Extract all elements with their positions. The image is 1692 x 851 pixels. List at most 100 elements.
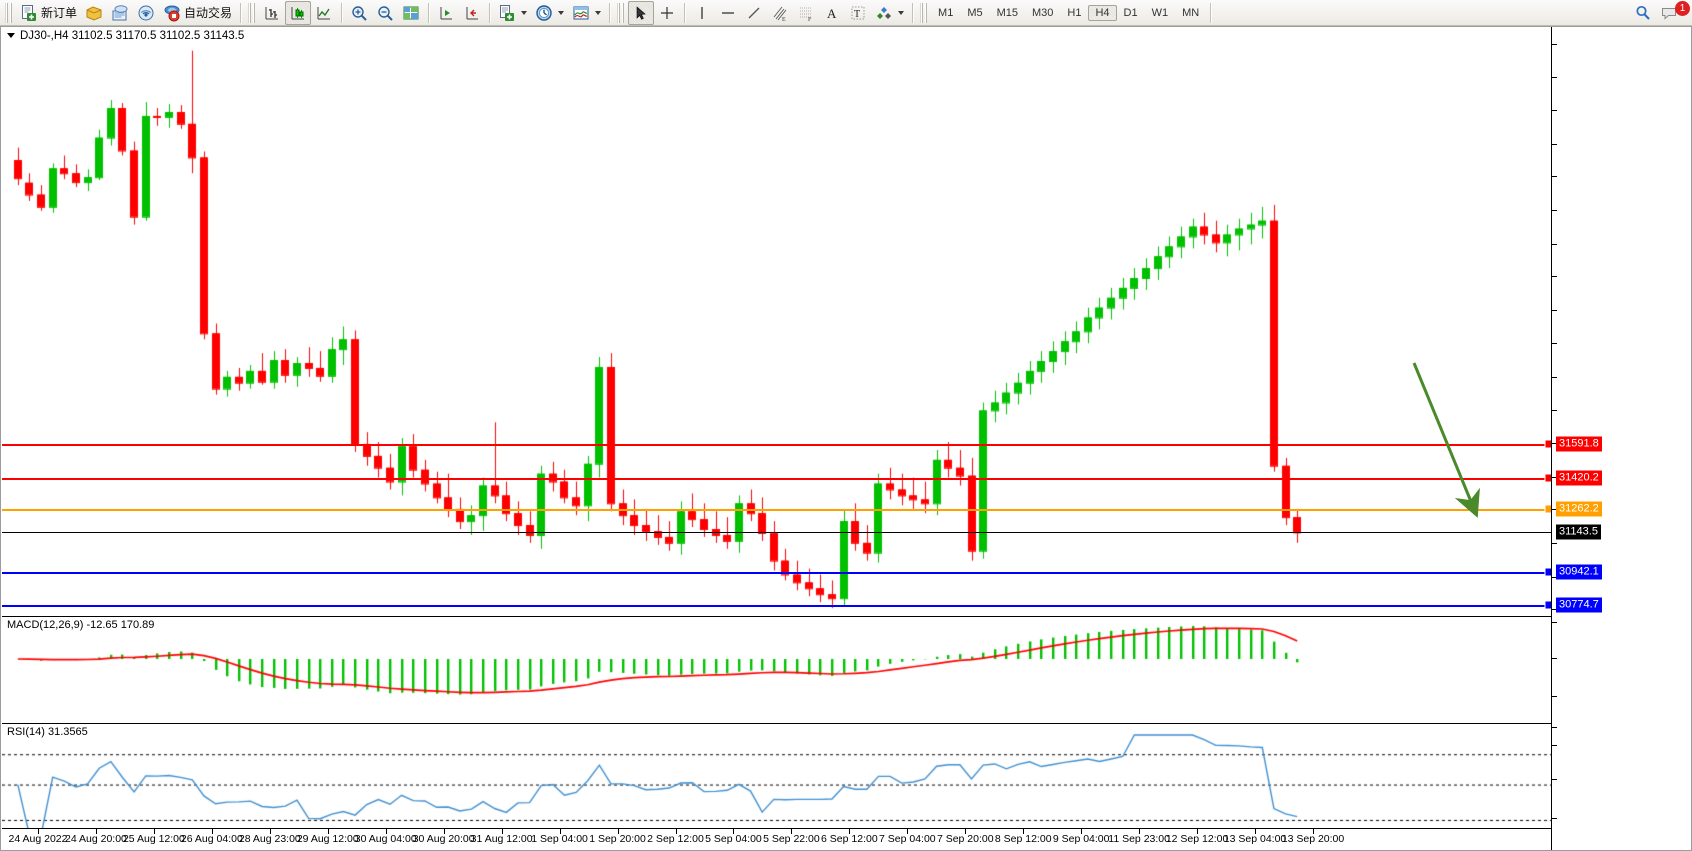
- time-axis-label: 31 Aug 12:00: [470, 833, 533, 845]
- profile-button[interactable]: [81, 1, 107, 25]
- alerts-button[interactable]: 1: [1656, 0, 1690, 25]
- time-tick: [153, 829, 155, 834]
- level-line-resistance-2[interactable]: [2, 477, 1551, 480]
- chart-menu-chevron-down-icon[interactable]: [7, 33, 15, 38]
- vertical-line-button[interactable]: [689, 1, 715, 25]
- scale-tick: [1552, 622, 1557, 623]
- signals-button[interactable]: [133, 1, 159, 25]
- trendline-icon: [745, 4, 763, 22]
- line-chart-button[interactable]: [311, 1, 337, 25]
- level-handle-resistance-1[interactable]: [1544, 439, 1551, 449]
- macd-label: MACD(12,26,9) -12.65 170.89: [7, 619, 155, 631]
- toolbar-grip[interactable]: [5, 2, 13, 23]
- price-tick: [1552, 609, 1557, 611]
- data-window-button[interactable]: [398, 1, 424, 25]
- price-tick: [1552, 443, 1557, 445]
- objects-toolbar-grip[interactable]: [617, 2, 626, 23]
- cursor-button[interactable]: [628, 0, 655, 25]
- zoom-out-button[interactable]: [372, 1, 398, 25]
- timeframe-d1[interactable]: D1: [1123, 6, 1138, 19]
- svg-text:T: T: [854, 9, 860, 20]
- level-handle-resistance-2[interactable]: [1544, 473, 1551, 483]
- price-subwindow[interactable]: [2, 27, 1551, 616]
- timeframe-w1[interactable]: W1: [1151, 6, 1169, 19]
- horizontal-line-button[interactable]: [715, 1, 741, 25]
- price-tick: [1552, 143, 1557, 145]
- time-tick: [559, 829, 561, 834]
- price-tick: [1552, 210, 1557, 212]
- search-button[interactable]: [1630, 1, 1656, 25]
- rsi-subwindow[interactable]: RSI(14) 31.3565: [2, 723, 1551, 830]
- autotrading-button[interactable]: 自动交易: [159, 1, 236, 25]
- timeframe-m15[interactable]: M15: [996, 6, 1018, 19]
- timeframe-h1[interactable]: H1: [1067, 6, 1082, 19]
- objects-chevron-down-icon[interactable]: [898, 10, 905, 15]
- time-tick: [965, 829, 967, 834]
- templates-chevron-down-icon[interactable]: [595, 10, 602, 15]
- level-line-current-price[interactable]: [2, 532, 1551, 534]
- chart-shift-button[interactable]: [459, 1, 485, 25]
- macd-subwindow[interactable]: MACD(12,26,9) -12.65 170.89: [2, 616, 1551, 723]
- text-icon: A: [823, 4, 841, 22]
- price-scale[interactable]: 33614.033449.033279.033109.032944.032774…: [1551, 27, 1691, 850]
- time-tick: [907, 829, 909, 834]
- text-button[interactable]: A: [819, 1, 845, 25]
- toolbar-divider-3: [428, 2, 430, 23]
- svg-text:E: E: [782, 17, 786, 22]
- timeframe-toolbar-grip[interactable]: [920, 2, 929, 23]
- level-line-support-1[interactable]: [2, 572, 1551, 575]
- search-icon: [1634, 4, 1652, 22]
- chart-plot[interactable]: DJ30-,H4 31102.5 31170.5 31102.5 31143.5…: [2, 27, 1691, 850]
- time-axis-label: 6 Sep 12:00: [821, 833, 878, 845]
- equidistant-channel-button[interactable]: E: [767, 1, 793, 25]
- level-handle-pivot[interactable]: [1544, 504, 1551, 514]
- timeframe-m5[interactable]: M5: [967, 6, 983, 19]
- period-button[interactable]: [531, 1, 568, 25]
- time-axis-label: 9 Sep 04:00: [1052, 833, 1110, 845]
- rsi-canvas: [2, 724, 1551, 830]
- templates-button[interactable]: [568, 1, 605, 25]
- terminal-button[interactable]: [107, 1, 133, 25]
- time-axis-label: 26 Aug 04:00: [180, 833, 243, 845]
- price-tick: [1552, 476, 1557, 478]
- scroll-to-end-button[interactable]: [433, 1, 459, 25]
- fibonacci-button[interactable]: F: [793, 1, 819, 25]
- zoom-in-button[interactable]: [346, 1, 372, 25]
- new-order-button[interactable]: 新订单: [16, 1, 81, 25]
- level-line-pivot[interactable]: [2, 508, 1551, 511]
- scale-tick: [1552, 745, 1557, 746]
- time-tick: [617, 829, 619, 834]
- crosshair-button[interactable]: [654, 1, 680, 25]
- level-line-support-2[interactable]: [2, 605, 1551, 608]
- chart-window[interactable]: DJ30-,H4 31102.5 31170.5 31102.5 31143.5…: [0, 26, 1692, 851]
- period-chevron-down-icon[interactable]: [558, 10, 565, 15]
- level-line-resistance-1[interactable]: [2, 443, 1551, 446]
- timeframe-h4[interactable]: H4: [1088, 4, 1117, 21]
- time-axis[interactable]: 24 Aug 2022 24 Aug 20:00 25 Aug 12:00 26 Au…: [2, 828, 1551, 850]
- level-handle-support-1[interactable]: [1544, 567, 1551, 577]
- level-price-label-current-price: 31143.5: [1556, 524, 1601, 540]
- crosshair-icon: [658, 4, 676, 22]
- level-handle-support-2[interactable]: [1544, 600, 1551, 610]
- time-axis-label: 5 Sep 22:00: [763, 833, 820, 845]
- svg-text:F: F: [808, 17, 812, 22]
- zoom-in-icon: [350, 4, 368, 22]
- indicators-button[interactable]: [494, 1, 531, 25]
- bar-chart-button[interactable]: [259, 1, 285, 25]
- timeframe-m1[interactable]: M1: [938, 6, 954, 19]
- time-tick: [1023, 829, 1025, 834]
- indicators-chevron-down-icon[interactable]: [521, 10, 528, 15]
- charts-toolbar-grip[interactable]: [248, 2, 257, 23]
- candlestick-chart-button[interactable]: [285, 0, 312, 25]
- toolbar-divider-4: [489, 2, 491, 23]
- timeframe-mn[interactable]: MN: [1182, 6, 1200, 19]
- time-axis-label: 24 Aug 20:00: [65, 833, 127, 845]
- timeframe-m30[interactable]: M30: [1032, 6, 1054, 19]
- label-button[interactable]: T: [845, 1, 871, 25]
- fibonacci-icon: F: [797, 4, 815, 23]
- level-price-label-resistance-1: 31591.8: [1556, 436, 1602, 452]
- level-price-label-resistance-2: 31420.2: [1556, 470, 1602, 486]
- objects-list-button[interactable]: [871, 1, 908, 25]
- trendline-button[interactable]: [741, 1, 767, 25]
- price-tick: [1552, 343, 1557, 345]
